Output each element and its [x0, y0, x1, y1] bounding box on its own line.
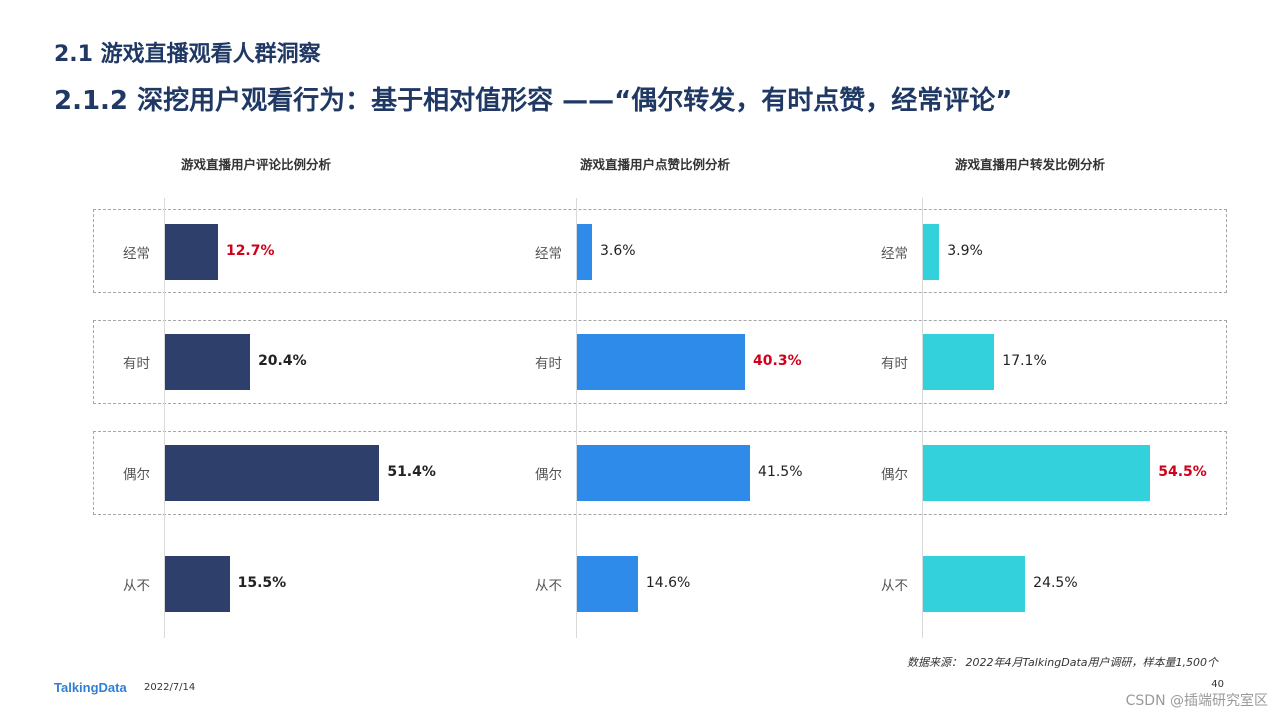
report-date: 2022/7/14	[144, 682, 196, 693]
data-label: 54.5%	[1158, 464, 1207, 480]
bar	[923, 224, 940, 280]
category-label: 从不	[535, 578, 562, 594]
bar	[165, 334, 251, 390]
category-label: 有时	[535, 356, 562, 372]
axis-line	[576, 198, 577, 638]
chart-title: 游戏直播用户转发比例分析	[955, 157, 1106, 172]
bar	[577, 556, 638, 612]
share-chart: 游戏直播用户转发比例分析经常 3.9% 有时 17.1% 偶尔 54.5% 从不 24.5%	[851, 150, 1231, 650]
category-label: 经常	[881, 246, 908, 262]
section-title: 2.1 游戏直播观看人群洞察	[54, 42, 321, 67]
bar	[165, 556, 230, 612]
data-source-note: 数据来源： 2022年4月TalkingData用户调研，样本量1,500个	[907, 656, 1218, 669]
category-label: 经常	[535, 246, 562, 262]
data-label: 17.1%	[1002, 353, 1047, 369]
category-label: 有时	[123, 356, 150, 372]
talkingdata-logo: TalkingData	[54, 680, 127, 695]
bar	[577, 334, 746, 390]
bar	[923, 334, 995, 390]
comment-chart: 游戏直播用户评论比例分析经常 12.7% 有时 20.4% 偶尔 51.4% 从不 15.5%	[93, 150, 473, 650]
data-label: 15.5%	[237, 575, 287, 591]
data-label: 20.4%	[258, 353, 307, 369]
watermark: CSDN @插端研究室区	[1125, 693, 1268, 709]
category-label: 偶尔	[881, 467, 908, 483]
bar	[577, 445, 751, 501]
data-label: 3.6%	[600, 243, 636, 259]
data-label: 24.5%	[1033, 575, 1078, 591]
bar	[165, 445, 380, 501]
bar	[577, 224, 592, 280]
category-label: 偶尔	[535, 467, 562, 483]
category-label: 经常	[123, 246, 150, 262]
bar	[923, 556, 1026, 612]
category-label: 偶尔	[123, 467, 150, 483]
category-label: 从不	[123, 578, 150, 594]
chart-title: 游戏直播用户点赞比例分析	[580, 157, 731, 172]
bar	[923, 445, 1151, 501]
category-label: 有时	[881, 356, 908, 372]
axis-line	[922, 198, 923, 638]
like-chart: 游戏直播用户点赞比例分析经常 3.6% 有时 40.3% 偶尔 41.5% 从不 14.6%	[505, 150, 885, 650]
chart-title: 游戏直播用户评论比例分析	[181, 157, 332, 172]
bar	[165, 224, 218, 280]
data-label: 14.6%	[645, 575, 691, 591]
page-subtitle: 2.1.2 深挖用户观看行为：基于相对值形容 ——“偶尔转发，有时点赞，经常评论…	[54, 86, 1013, 116]
data-label: 3.9%	[947, 243, 983, 259]
category-label: 从不	[881, 578, 908, 594]
axis-line	[164, 198, 165, 638]
data-label: 51.4%	[387, 464, 436, 480]
highlight-box-row-3	[93, 431, 1227, 515]
data-label: 40.3%	[753, 353, 802, 369]
data-label: 12.7%	[225, 243, 275, 259]
highlight-box-row-2	[93, 320, 1227, 404]
data-label: 41.5%	[758, 464, 803, 480]
page-number: 40	[1211, 679, 1224, 690]
highlight-box-row-1	[93, 209, 1227, 293]
